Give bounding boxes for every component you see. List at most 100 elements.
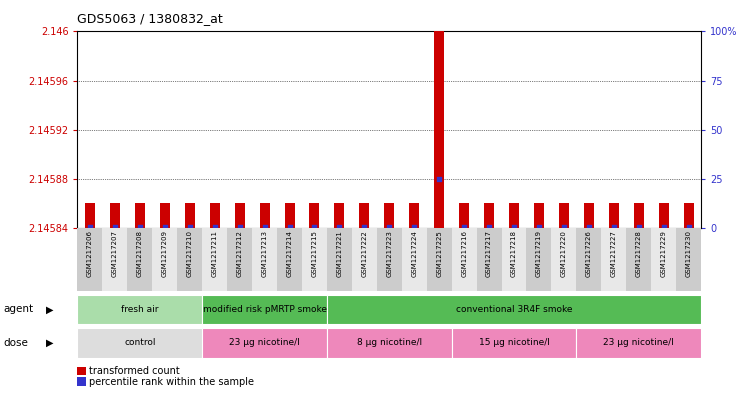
Text: ▶: ▶ xyxy=(46,338,54,348)
Bar xyxy=(509,204,519,228)
Bar xyxy=(502,228,526,291)
Point xyxy=(583,224,595,230)
Text: GSM1217217: GSM1217217 xyxy=(486,230,492,277)
Text: agent: agent xyxy=(4,305,34,314)
Bar xyxy=(609,204,618,228)
Bar xyxy=(85,204,95,228)
Text: 23 μg nicotine/l: 23 μg nicotine/l xyxy=(230,338,300,347)
Point xyxy=(234,224,246,230)
Text: percentile rank within the sample: percentile rank within the sample xyxy=(89,376,254,387)
Bar xyxy=(427,228,452,291)
Text: GSM1217224: GSM1217224 xyxy=(411,230,417,277)
Text: 23 μg nicotine/l: 23 μg nicotine/l xyxy=(604,338,674,347)
Text: modified risk pMRTP smoke: modified risk pMRTP smoke xyxy=(202,305,327,314)
Point xyxy=(433,176,445,182)
Bar xyxy=(401,228,427,291)
Bar xyxy=(576,228,601,291)
Bar xyxy=(384,204,394,228)
Bar xyxy=(210,204,220,228)
Bar xyxy=(534,204,544,228)
Text: conventional 3R4F smoke: conventional 3R4F smoke xyxy=(456,305,572,314)
Bar xyxy=(477,228,502,291)
Text: fresh air: fresh air xyxy=(121,305,159,314)
Bar xyxy=(302,228,327,291)
Text: GSM1217207: GSM1217207 xyxy=(112,230,118,277)
Bar xyxy=(202,295,327,324)
Bar xyxy=(634,204,644,228)
Text: ▶: ▶ xyxy=(46,305,54,314)
Bar xyxy=(334,204,345,228)
Bar xyxy=(309,204,320,228)
Text: GSM1217219: GSM1217219 xyxy=(536,230,542,277)
Text: 8 μg nicotine/l: 8 μg nicotine/l xyxy=(356,338,422,347)
Bar xyxy=(410,204,419,228)
Bar xyxy=(459,204,469,228)
Bar xyxy=(683,204,694,228)
Point xyxy=(184,224,196,230)
Bar xyxy=(327,295,701,324)
Bar xyxy=(659,204,669,228)
Point xyxy=(84,224,96,230)
Bar xyxy=(235,204,244,228)
Bar xyxy=(452,228,477,291)
Point xyxy=(334,224,345,230)
Bar xyxy=(128,228,152,291)
Bar xyxy=(651,228,676,291)
Bar xyxy=(202,228,227,291)
Text: GSM1217228: GSM1217228 xyxy=(635,230,642,277)
Point xyxy=(258,224,270,230)
Text: GDS5063 / 1380832_at: GDS5063 / 1380832_at xyxy=(77,12,223,25)
Text: GSM1217229: GSM1217229 xyxy=(661,230,666,277)
Point xyxy=(384,224,396,230)
Text: GSM1217223: GSM1217223 xyxy=(386,230,393,277)
Point xyxy=(209,224,221,230)
Text: GSM1217218: GSM1217218 xyxy=(511,230,517,277)
Text: GSM1217227: GSM1217227 xyxy=(611,230,617,277)
Text: GSM1217214: GSM1217214 xyxy=(286,230,292,277)
Text: 15 μg nicotine/l: 15 μg nicotine/l xyxy=(478,338,550,347)
Bar xyxy=(434,31,444,228)
Point xyxy=(458,224,470,230)
Bar xyxy=(576,328,701,358)
Text: dose: dose xyxy=(4,338,29,348)
Point xyxy=(658,224,669,230)
Text: GSM1217216: GSM1217216 xyxy=(461,230,467,277)
Bar xyxy=(227,228,252,291)
Bar xyxy=(103,228,128,291)
Bar xyxy=(260,204,269,228)
Point xyxy=(308,224,320,230)
Bar xyxy=(135,204,145,228)
Point xyxy=(408,224,420,230)
Bar xyxy=(526,228,551,291)
Point xyxy=(683,224,694,230)
Bar xyxy=(601,228,627,291)
Text: GSM1217222: GSM1217222 xyxy=(362,230,368,277)
Text: GSM1217206: GSM1217206 xyxy=(87,230,93,277)
Bar xyxy=(184,204,195,228)
Point xyxy=(109,224,121,230)
Bar xyxy=(77,228,103,291)
Point xyxy=(633,224,645,230)
Bar xyxy=(377,228,401,291)
Text: GSM1217230: GSM1217230 xyxy=(686,230,692,277)
Text: control: control xyxy=(124,338,156,347)
Bar xyxy=(676,228,701,291)
Bar xyxy=(152,228,177,291)
Text: GSM1217215: GSM1217215 xyxy=(311,230,317,277)
Text: GSM1217211: GSM1217211 xyxy=(212,230,218,277)
Bar xyxy=(77,295,202,324)
Bar xyxy=(285,204,294,228)
Point xyxy=(533,224,545,230)
Text: GSM1217226: GSM1217226 xyxy=(586,230,592,277)
Bar xyxy=(252,228,277,291)
Bar xyxy=(177,228,202,291)
Text: GSM1217221: GSM1217221 xyxy=(337,230,342,277)
Bar xyxy=(110,204,120,228)
Bar xyxy=(584,204,594,228)
Bar xyxy=(327,328,452,358)
Point xyxy=(159,224,170,230)
Bar xyxy=(352,228,377,291)
Text: GSM1217210: GSM1217210 xyxy=(187,230,193,277)
Point xyxy=(283,224,295,230)
Text: GSM1217225: GSM1217225 xyxy=(436,230,442,277)
